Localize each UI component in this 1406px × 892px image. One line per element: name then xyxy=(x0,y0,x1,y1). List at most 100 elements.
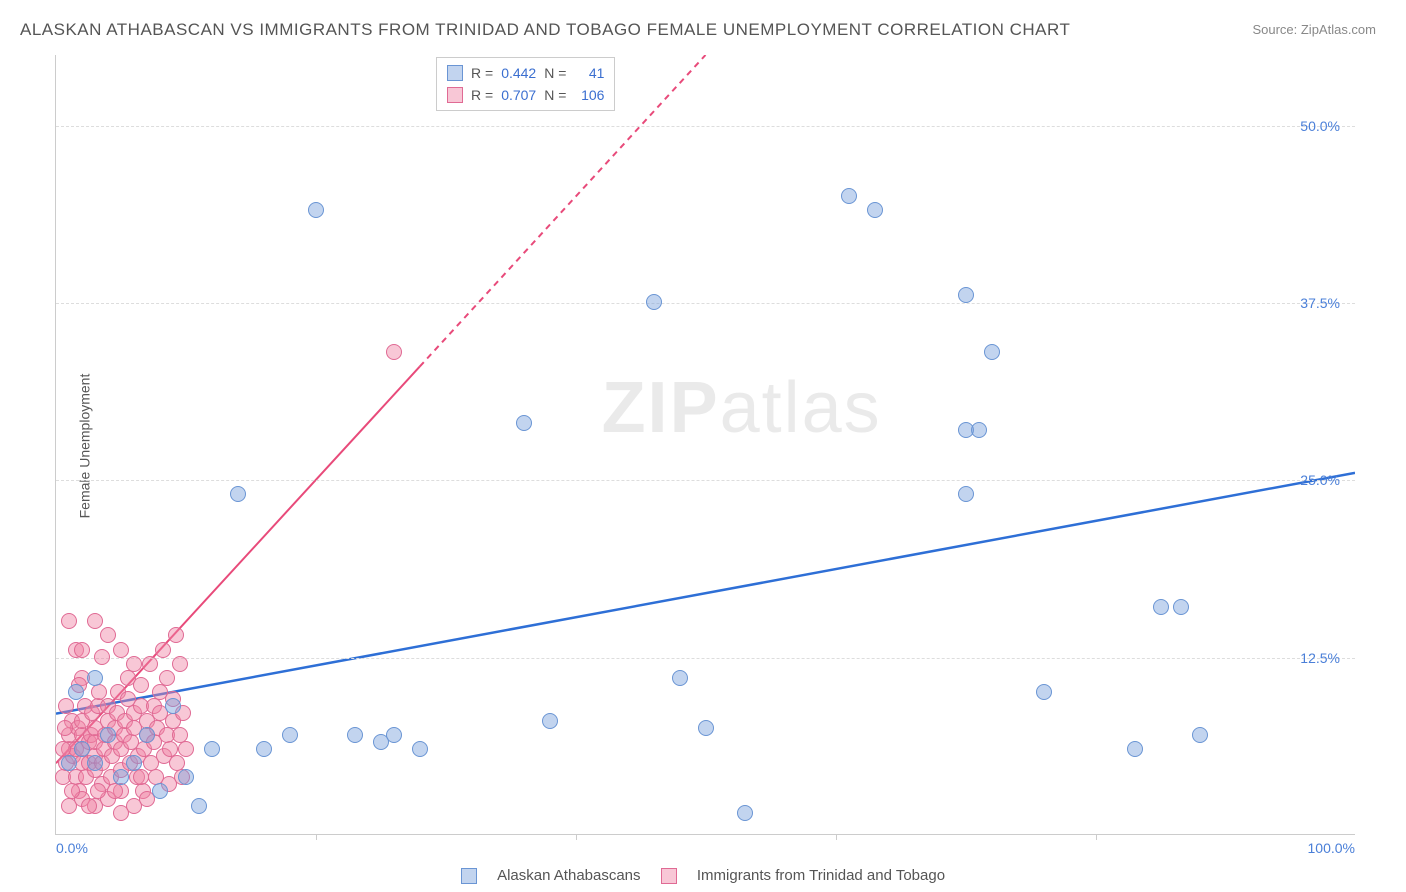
data-point-pink xyxy=(133,769,149,785)
data-point-blue xyxy=(516,415,532,431)
data-point-pink xyxy=(142,656,158,672)
gridline-h xyxy=(56,126,1355,127)
data-point-pink xyxy=(107,783,123,799)
data-point-pink xyxy=(133,677,149,693)
y-tick-label: 12.5% xyxy=(1300,650,1340,666)
data-point-blue xyxy=(386,727,402,743)
data-point-blue xyxy=(984,344,1000,360)
x-tick-label: 100.0% xyxy=(1308,840,1355,856)
legend-label-blue: Alaskan Athabascans xyxy=(497,867,640,884)
data-point-blue xyxy=(152,783,168,799)
data-point-blue xyxy=(1173,599,1189,615)
correlation-legend: R = 0.442 N = 41 R = 0.707 N = 106 xyxy=(436,57,615,111)
data-point-pink xyxy=(64,783,80,799)
source-name: ZipAtlas.com xyxy=(1301,22,1376,37)
n-value-pink: 106 xyxy=(574,84,604,106)
x-tick xyxy=(1096,834,1097,840)
watermark-bold: ZIP xyxy=(602,368,720,448)
series-legend: Alaskan Athabascans Immigrants from Trin… xyxy=(0,866,1406,884)
data-point-blue xyxy=(165,698,181,714)
data-point-pink xyxy=(172,656,188,672)
r-value-blue: 0.442 xyxy=(501,62,536,84)
data-point-pink xyxy=(178,741,194,757)
data-point-blue xyxy=(867,202,883,218)
swatch-pink-icon xyxy=(447,87,463,103)
watermark-rest: atlas xyxy=(720,368,882,448)
n-value-blue: 41 xyxy=(574,62,604,84)
data-point-blue xyxy=(308,202,324,218)
data-point-pink xyxy=(386,344,402,360)
data-point-blue xyxy=(68,684,84,700)
data-point-pink xyxy=(57,720,73,736)
data-point-blue xyxy=(1127,741,1143,757)
trend-line xyxy=(56,473,1355,714)
legend-label-pink: Immigrants from Trinidad and Tobago xyxy=(697,867,945,884)
data-point-blue xyxy=(1153,599,1169,615)
data-point-blue xyxy=(958,287,974,303)
data-point-blue xyxy=(204,741,220,757)
gridline-h xyxy=(56,480,1355,481)
chart-title: ALASKAN ATHABASCAN VS IMMIGRANTS FROM TR… xyxy=(20,20,1070,40)
data-point-pink xyxy=(100,627,116,643)
plot-area: ZIPatlas R = 0.442 N = 41 R = 0.707 N = … xyxy=(55,55,1355,835)
data-point-blue xyxy=(139,727,155,743)
data-point-pink xyxy=(159,670,175,686)
data-point-pink xyxy=(113,642,129,658)
data-point-blue xyxy=(347,727,363,743)
data-point-blue xyxy=(191,798,207,814)
data-point-pink xyxy=(94,649,110,665)
data-point-blue xyxy=(841,188,857,204)
data-point-blue xyxy=(230,486,246,502)
x-tick xyxy=(576,834,577,840)
data-point-blue xyxy=(672,670,688,686)
data-point-pink xyxy=(74,642,90,658)
data-point-blue xyxy=(87,670,103,686)
trend-lines-layer xyxy=(56,55,1355,834)
gridline-h xyxy=(56,658,1355,659)
legend-row-pink: R = 0.707 N = 106 xyxy=(447,84,604,106)
data-point-blue xyxy=(1036,684,1052,700)
data-point-pink xyxy=(168,627,184,643)
y-tick-label: 37.5% xyxy=(1300,295,1340,311)
data-point-blue xyxy=(61,755,77,771)
y-tick-label: 50.0% xyxy=(1300,118,1340,134)
r-value-pink: 0.707 xyxy=(501,84,536,106)
data-point-blue xyxy=(178,769,194,785)
data-point-blue xyxy=(113,769,129,785)
data-point-pink xyxy=(87,613,103,629)
data-point-blue xyxy=(256,741,272,757)
data-point-blue xyxy=(1192,727,1208,743)
r-label: R = xyxy=(471,84,493,106)
data-point-pink xyxy=(61,613,77,629)
swatch-blue-icon xyxy=(461,868,477,884)
n-label: N = xyxy=(544,84,566,106)
data-point-blue xyxy=(87,755,103,771)
watermark: ZIPatlas xyxy=(602,367,882,449)
data-point-blue xyxy=(126,755,142,771)
data-point-blue xyxy=(542,713,558,729)
x-tick xyxy=(836,834,837,840)
n-label: N = xyxy=(544,62,566,84)
data-point-pink xyxy=(155,642,171,658)
source-attribution: Source: ZipAtlas.com xyxy=(1252,22,1376,37)
data-point-blue xyxy=(282,727,298,743)
data-point-blue xyxy=(737,805,753,821)
r-label: R = xyxy=(471,62,493,84)
data-point-pink xyxy=(90,783,106,799)
source-prefix: Source: xyxy=(1252,22,1300,37)
legend-row-blue: R = 0.442 N = 41 xyxy=(447,62,604,84)
data-point-blue xyxy=(74,741,90,757)
data-point-pink xyxy=(58,698,74,714)
data-point-blue xyxy=(646,294,662,310)
swatch-blue-icon xyxy=(447,65,463,81)
data-point-blue xyxy=(958,486,974,502)
y-tick-label: 25.0% xyxy=(1300,472,1340,488)
data-point-pink xyxy=(81,798,97,814)
data-point-blue xyxy=(100,727,116,743)
data-point-blue xyxy=(971,422,987,438)
data-point-blue xyxy=(698,720,714,736)
data-point-pink xyxy=(126,656,142,672)
swatch-pink-icon xyxy=(661,868,677,884)
gridline-h xyxy=(56,303,1355,304)
x-tick-label: 0.0% xyxy=(56,840,88,856)
